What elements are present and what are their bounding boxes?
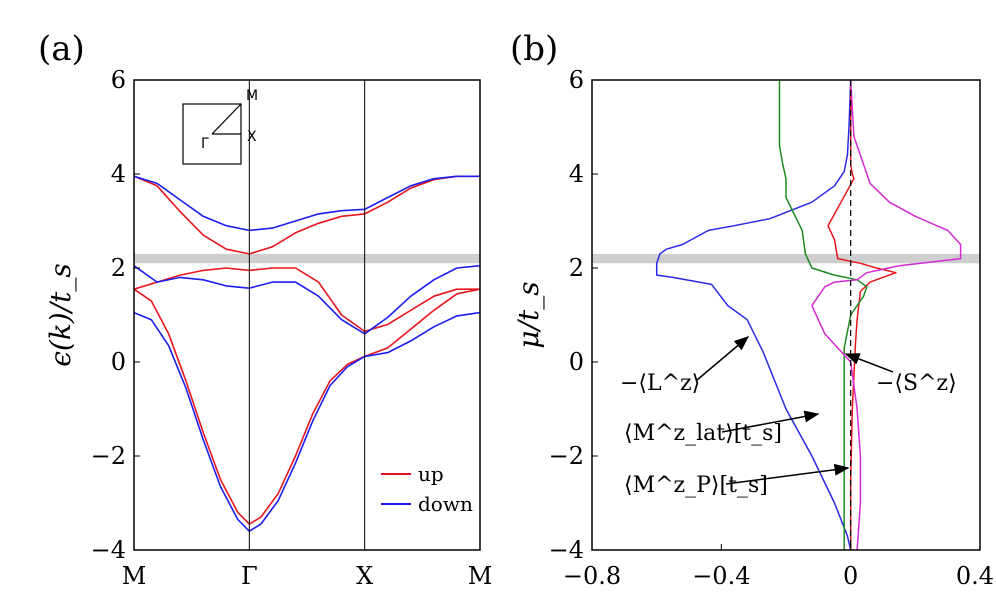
arrow-lz [696,336,750,381]
panel-b-ytick-label: 2 [569,254,584,282]
band-curve-down-3 [133,311,481,533]
inset-label-gamma: Γ [201,136,209,152]
panel-b-frame [591,79,981,551]
panel-b-curves [655,79,962,551]
legend-up-label: up [418,462,444,486]
panel-b-xtick-label: −0.8 [563,562,621,590]
panel-b-ylabel-text: μ/t_s [512,281,545,348]
panel-b-xticks: −0.8 −0.4 0 0.4 [563,544,994,590]
panel-a-xtick-label: X [356,562,373,590]
panel-b-ytick-label: −4 [549,536,584,564]
panel-b-ylabel: μ/t_s [512,281,545,348]
panel-a-ytick-label: 6 [111,66,126,94]
panel-a-ylabel: ϵ(k)/t_s [44,263,77,367]
panel-b-label: (b) [510,29,558,69]
band-curve-up-3 [133,288,481,525]
panel-a-ytick-label: 2 [111,254,126,282]
panel-a-ytick-label: 4 [111,160,126,188]
arrow-mp [725,463,850,485]
annotation-sz: −⟨S^z⟩ [876,371,957,396]
series-l [655,79,852,551]
panel-a-xtick-label: M [468,562,493,590]
series-mlat [778,80,868,550]
panel-b-xtick-label: 0 [843,562,858,590]
legend-down-label: down [418,492,473,516]
band-curve-up-2 [133,267,480,333]
panel-b-yticks: −4 −2 0 2 4 6 [549,66,598,564]
band-curve-down-2 [133,264,481,335]
panel-b-ytick-label: 0 [569,348,584,376]
panel-a-frame [133,79,481,551]
series-s [827,80,897,550]
annotation-mp: ⟨M^z_P⟩[t_s] [624,473,768,498]
band-curve-down-1 [133,175,480,232]
band-curve-up-1 [133,175,480,255]
panel-a-xtick-label: M [122,562,147,590]
panel-a-curves [133,175,481,533]
panel-a-ylabel-text: ϵ(k)/t_s [44,263,77,367]
inset-label-m: M [246,88,258,104]
panel-b-chart: −4 −2 0 2 4 6 −0.8 −0.4 0 0.4 μ/t_s −⟨L^z⟩ −⟨S^z… [512,66,994,590]
panel-b-ytick-label: −2 [549,442,584,470]
inset-label-x: X [247,129,257,145]
legend: up down [381,462,473,516]
panel-b-xtick-label: −0.4 [692,562,750,590]
panel-a-ytick-label: −2 [91,442,126,470]
annotation-lz: −⟨L^z⟩ [620,371,700,396]
panel-a-highlight-band [134,253,480,264]
panel-a-label: (a) [38,29,85,69]
panel-a-yticks: −4 −2 0 2 4 6 [91,66,140,564]
panel-b-ytick-label: 4 [569,160,584,188]
brillouin-zone-inset: M Γ X [182,88,258,165]
panel-b-highlight-band [592,253,980,264]
inset-diagonal [211,103,242,135]
panel-a-ytick-label: −4 [91,536,126,564]
panel-b-ytick-label: 6 [569,66,584,94]
panel-a-chart: −4 −2 0 2 4 6 M Γ X M ϵ(k)/t_s M Γ X up down [44,66,492,590]
annotation-mlat: ⟨M^z_lat⟩[t_s] [624,421,782,446]
series-mp [811,79,962,551]
panel-b-xtick-label: 0.4 [956,562,994,590]
panel-a-ytick-label: 0 [111,348,126,376]
arrow-mlat [721,410,820,433]
arrow-sz [844,353,894,373]
panel-a-xtick-label: Γ [241,562,258,590]
